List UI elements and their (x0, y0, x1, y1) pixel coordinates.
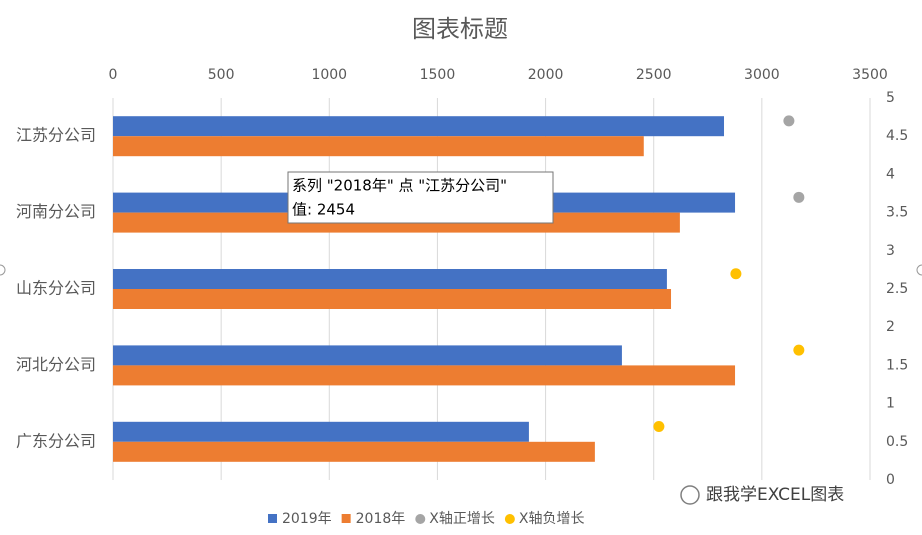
scatter-point (793, 191, 805, 203)
y2-tick-label: 1.5 (886, 357, 908, 373)
bar (113, 441, 595, 462)
tooltip-line: 系列 "2018年" 点 "江苏分公司" (292, 177, 507, 195)
x-tick-label: 2000 (528, 67, 564, 83)
legend-label: 2018年 (356, 511, 406, 527)
scatter-point (730, 268, 742, 280)
scatter-point (793, 344, 805, 356)
bar (113, 421, 529, 442)
y2-tick-label: 2 (886, 319, 895, 335)
y2-tick-label: 2.5 (886, 281, 908, 297)
bar (113, 345, 622, 366)
tooltip-line: 值: 2454 (292, 201, 355, 219)
y2-tick-label: 0 (886, 472, 895, 488)
bar (113, 116, 725, 137)
legend-label: X轴正增长 (429, 511, 495, 527)
x-tick-label: 500 (208, 67, 235, 83)
selection-handle (0, 264, 6, 276)
y-tick-label: 河北分公司 (16, 355, 96, 374)
x-tick-label: 3000 (744, 67, 780, 83)
y2-tick-label: 3 (886, 243, 895, 259)
tooltip-box (287, 171, 554, 224)
tooltip: 系列 "2018年" 点 "江苏分公司" 值: 2454 (287, 171, 554, 224)
scatter-point (783, 115, 795, 127)
x-tick-label: 0 (109, 67, 118, 83)
legend-swatch (504, 514, 515, 524)
bar (113, 269, 667, 289)
legend-label: X轴负增长 (519, 511, 585, 527)
watermark-icon (680, 485, 700, 505)
x-tick-label: 3500 (852, 67, 888, 83)
y-tick-label: 河南分公司 (16, 202, 96, 221)
plot-area: 0 500 1000 1500 2000 2500 3000 3500 0 0.5 1 1.5 2 2.5… (16, 67, 908, 527)
watermark: 跟我学EXCEL图表 (680, 485, 844, 505)
y2-tick-label: 1 (886, 396, 895, 412)
bar (113, 289, 672, 309)
x-tick-label: 2500 (636, 67, 672, 83)
y2-tick-label: 0.5 (886, 434, 908, 450)
y2-tick-label: 5 (886, 90, 895, 106)
selection-handle (916, 264, 922, 276)
scatter-point (653, 421, 665, 433)
bar (113, 365, 736, 386)
legend-swatch (415, 514, 426, 524)
x-tick-label: 1000 (311, 67, 347, 83)
watermark-text: 跟我学EXCEL图表 (706, 485, 844, 505)
y-tick-label: 江苏分公司 (16, 126, 96, 145)
chart-title: 图表标题 (412, 15, 508, 43)
bar (113, 136, 644, 157)
legend-swatch (268, 514, 277, 523)
y-tick-label: 山东分公司 (16, 279, 96, 298)
y-tick-label: 广东分公司 (16, 431, 96, 450)
y2-tick-label: 3.5 (886, 205, 908, 221)
y2-tick-label: 4.5 (886, 128, 908, 144)
x-tick-label: 1500 (420, 67, 456, 83)
legend-label: 2019年 (282, 511, 332, 527)
legend-swatch (341, 514, 351, 523)
y2-tick-label: 4 (886, 166, 895, 182)
